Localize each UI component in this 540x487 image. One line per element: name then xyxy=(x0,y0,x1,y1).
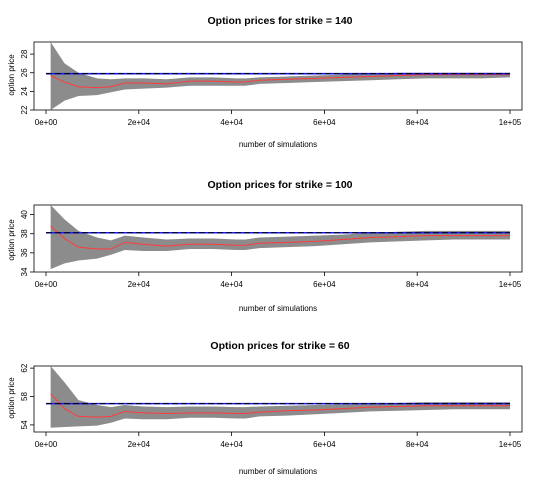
x-tick-label: 1e+05 xyxy=(499,280,522,289)
y-tick-label: 24 xyxy=(20,86,29,95)
x-axis-label: number of simulations xyxy=(239,304,317,313)
confidence-band xyxy=(50,205,510,270)
x-tick-label: 1e+05 xyxy=(499,440,522,449)
panel-strike-60: Option prices for strike = 60 number of … xyxy=(7,340,523,476)
y-tick-label: 36 xyxy=(20,248,29,257)
plot-layer: 0e+00 2e+04 4e+04 6e+04 8e+04 1e+05 54 58 62 xyxy=(20,363,523,449)
plot-frame xyxy=(33,41,523,111)
plot-area xyxy=(46,205,510,270)
x-tick-label: 4e+04 xyxy=(220,440,243,449)
y-tick-label: 28 xyxy=(20,49,29,58)
x-axis-label: number of simulations xyxy=(239,467,317,476)
y-tick-label: 40 xyxy=(20,210,29,219)
y-tick-label: 62 xyxy=(20,363,29,372)
plot-area xyxy=(46,366,510,428)
x-tick-label: 4e+04 xyxy=(220,280,243,289)
x-tick-label: 0e+00 xyxy=(35,118,58,127)
x-tick-label: 6e+04 xyxy=(313,440,336,449)
estimate-line xyxy=(50,225,510,250)
panel-title: Option prices for strike = 60 xyxy=(210,340,349,352)
plot-frame xyxy=(33,365,523,433)
x-tick-label: 2e+04 xyxy=(128,280,151,289)
x-tick-label: 0e+00 xyxy=(35,440,58,449)
x-tick-label: 8e+04 xyxy=(406,118,429,127)
y-tick-label: 34 xyxy=(20,267,29,276)
y-tick-label: 26 xyxy=(20,68,29,77)
confidence-band xyxy=(50,42,510,110)
y-tick-label: 22 xyxy=(20,105,29,114)
plot-layer: 0e+00 2e+04 4e+04 6e+04 8e+04 1e+05 34 36 38 40 xyxy=(20,204,523,289)
x-tick-label: 4e+04 xyxy=(220,118,243,127)
x-tick-label: 1e+05 xyxy=(499,118,522,127)
y-tick-label: 54 xyxy=(20,420,29,429)
plot-area xyxy=(46,42,510,110)
y-axis-label: option price xyxy=(7,377,16,419)
y-axis-label: option price xyxy=(7,219,16,261)
y-tick-label: 38 xyxy=(20,229,29,238)
panel-title: Option prices for strike = 140 xyxy=(207,15,352,27)
x-tick-label: 8e+04 xyxy=(406,440,429,449)
x-tick-label: 2e+04 xyxy=(128,118,151,127)
x-tick-label: 6e+04 xyxy=(313,280,336,289)
x-axis-label: number of simulations xyxy=(239,140,317,149)
x-tick-label: 2e+04 xyxy=(128,440,151,449)
panel-strike-140: Option prices for strike = 140 number of… xyxy=(7,15,523,149)
plot-layer: 0e+00 2e+04 4e+04 6e+04 8e+04 1e+05 22 24 26 28 xyxy=(20,41,523,127)
x-tick-label: 0e+00 xyxy=(35,280,58,289)
y-tick-label: 58 xyxy=(20,392,29,401)
x-tick-label: 6e+04 xyxy=(313,118,336,127)
estimate-line xyxy=(50,393,510,418)
estimate-line xyxy=(50,74,510,89)
confidence-band xyxy=(50,366,510,428)
panel-title: Option prices for strike = 100 xyxy=(207,179,352,191)
y-axis-label: option price xyxy=(7,54,16,96)
panel-strike-100: Option prices for strike = 100 number of… xyxy=(7,179,523,313)
plot-frame xyxy=(33,204,523,273)
x-tick-label: 8e+04 xyxy=(406,280,429,289)
